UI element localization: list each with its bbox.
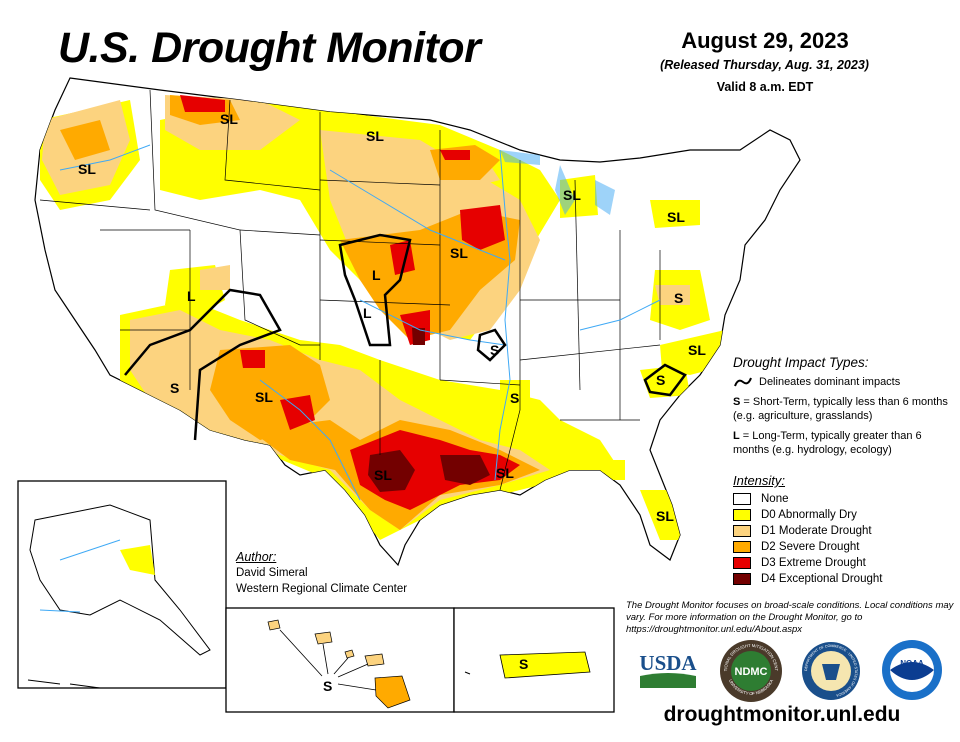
intensity-title: Intensity:: [733, 473, 786, 488]
hawaii-inset: [225, 607, 455, 713]
delineation-line-icon: [734, 377, 752, 387]
author-name: David Simeral: [236, 567, 308, 579]
rivers: [59, 144, 661, 501]
usda-logo-text: USDA: [639, 651, 697, 675]
author-heading: Author:: [236, 550, 277, 564]
region-labels: SL SL SL SL SL SL S SL S L L S S SL SL S…: [78, 111, 706, 694]
author-org: Western Regional Climate Center: [236, 583, 408, 595]
intensity-label: D1 Moderate Drought: [761, 525, 872, 537]
swatch-d3: [733, 557, 751, 569]
intensity-item-d2: D2 Severe Drought: [733, 539, 957, 555]
short-term-key: S: [733, 396, 741, 408]
region-label: SL: [78, 161, 96, 177]
intensity-label: D4 Exceptional Drought: [761, 573, 883, 585]
hawaii-pointer-lines: [279, 629, 377, 691]
intensity-label: D0 Abnormally Dry: [761, 509, 857, 521]
website-url[interactable]: droughtmonitor.unl.edu: [663, 703, 901, 726]
region-label: S: [323, 678, 332, 694]
commerce-seal: DEPARTMENT OF COMMERCE · UNITED STATES O…: [802, 642, 860, 700]
intensity-item-none: None: [733, 491, 957, 507]
region-label: L: [187, 288, 196, 304]
puerto-rico-inset: [453, 607, 615, 713]
release-date: (Released Thursday, Aug. 31, 2023): [660, 58, 869, 72]
ndmc-logo: NATIONAL DROUGHT MITIGATION CENTER UNIVE…: [718, 638, 782, 702]
intensity-legend: Intensity: None D0 Abnormally Dry D1 Mod…: [733, 473, 957, 587]
swatch-d1: [733, 525, 751, 537]
usda-logo: USDA: [639, 651, 697, 688]
region-label: S: [170, 380, 179, 396]
region-label: SL: [688, 342, 706, 358]
region-label: L: [372, 267, 381, 283]
region-label: SL: [563, 187, 581, 203]
valid-time: Valid 8 a.m. EDT: [716, 80, 814, 94]
region-label: S: [656, 372, 665, 388]
swatch-d0: [733, 509, 751, 521]
noaa-logo-text: NOAA: [900, 659, 924, 668]
region-label: SL: [220, 111, 238, 127]
region-label: SL: [366, 128, 384, 144]
alaska-inset: [17, 480, 227, 689]
region-label: SL: [374, 467, 392, 483]
delineation-label: Delineates dominant impacts: [759, 376, 901, 388]
region-label: S: [490, 342, 499, 358]
region-label: S: [510, 390, 519, 406]
swatch-none: [733, 493, 751, 505]
noaa-logo: NOAA: [882, 640, 942, 700]
map-date: August 29, 2023: [681, 28, 849, 53]
ndmc-logo-text: NDMC: [735, 666, 768, 678]
impact-delineation-lines: [124, 233, 687, 441]
swatch-d2: [733, 541, 751, 553]
disclaimer-text: The Drought Monitor focuses on broad-sca…: [626, 600, 954, 635]
swatch-d4: [733, 573, 751, 585]
region-label: SL: [450, 245, 468, 261]
intensity-item-d3: D3 Extreme Drought: [733, 555, 957, 571]
region-label: SL: [496, 465, 514, 481]
region-label: SL: [255, 389, 273, 405]
intensity-label: D3 Extreme Drought: [761, 557, 866, 569]
region-label: S: [674, 290, 683, 306]
short-term-item: S = Short-Term, typically less than 6 mo…: [733, 395, 957, 423]
region-label: SL: [656, 508, 674, 524]
short-term-text: = Short-Term, typically less than 6 mont…: [733, 396, 948, 422]
intensity-label: None: [761, 493, 789, 505]
region-label: S: [519, 656, 528, 672]
great-lakes: [500, 150, 615, 215]
long-term-text: = Long-Term, typically greater than 6 mo…: [733, 430, 922, 456]
intensity-label: D2 Severe Drought: [761, 541, 860, 553]
map-title: U.S. Drought Monitor: [58, 24, 481, 72]
d4-areas: [368, 328, 490, 492]
intensity-item-d4: D4 Exceptional Drought: [733, 571, 957, 587]
long-term-key: L: [733, 430, 740, 442]
region-label: SL: [667, 209, 685, 225]
delineation-legend-row: Delineates dominant impacts: [733, 375, 957, 389]
state-boundaries: [39, 89, 661, 491]
conus-map: [34, 77, 801, 567]
region-label: L: [363, 305, 372, 321]
impact-types-title: Drought Impact Types:: [733, 355, 869, 370]
intensity-item-d1: D1 Moderate Drought: [733, 523, 957, 539]
author-block: Author: David Simeral Western Regional C…: [236, 549, 407, 597]
long-term-item: L = Long-Term, typically greater than 6 …: [733, 429, 957, 457]
intensity-item-d0: D0 Abnormally Dry: [733, 507, 957, 523]
impact-types-legend: Drought Impact Types: Delineates dominan…: [733, 356, 957, 463]
